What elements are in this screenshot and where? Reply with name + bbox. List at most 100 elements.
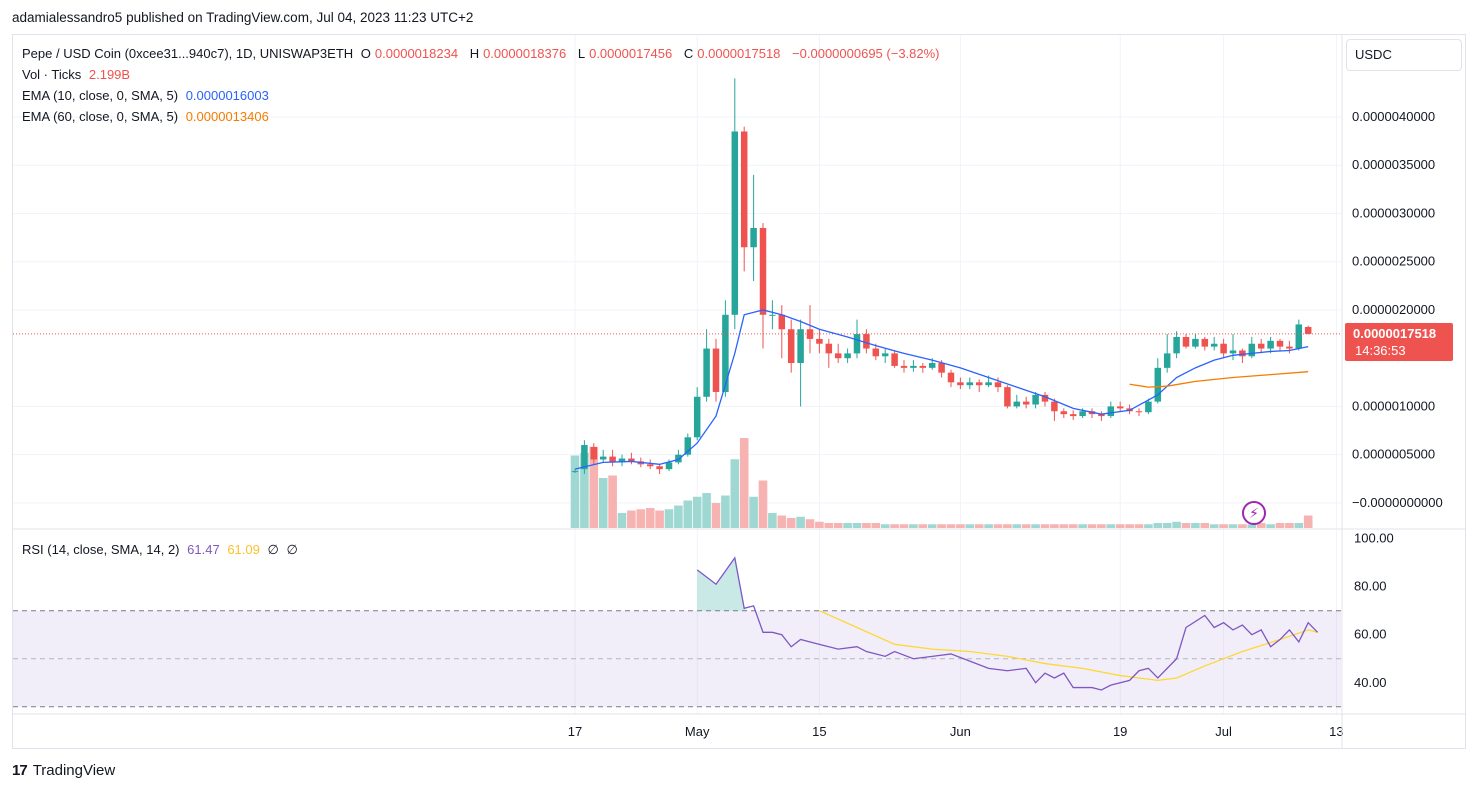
candle[interactable] xyxy=(1201,336,1209,351)
candle[interactable] xyxy=(1220,338,1227,359)
currency-button[interactable]: USDC xyxy=(1346,39,1462,71)
candle[interactable] xyxy=(1022,396,1030,409)
candle[interactable] xyxy=(1004,385,1011,409)
candle[interactable] xyxy=(1182,334,1190,349)
volume-bar xyxy=(598,478,608,528)
volume-bar xyxy=(1097,524,1106,528)
candle[interactable] xyxy=(675,449,682,465)
candle[interactable] xyxy=(957,377,964,390)
volume-bar xyxy=(777,515,787,528)
candle[interactable] xyxy=(1107,401,1115,419)
chart-frame[interactable] xyxy=(12,34,1466,749)
candle[interactable] xyxy=(1295,319,1303,351)
candle[interactable] xyxy=(891,350,898,368)
candle[interactable] xyxy=(844,348,851,364)
candle-body xyxy=(1060,411,1068,415)
candle[interactable] xyxy=(590,443,598,465)
candle[interactable] xyxy=(1257,338,1265,354)
candle-body xyxy=(797,329,804,364)
rsi-extra-1: ∅ xyxy=(267,542,279,557)
candle[interactable] xyxy=(1304,325,1312,335)
candle[interactable] xyxy=(1116,401,1124,412)
candle[interactable] xyxy=(1267,336,1274,354)
candle[interactable] xyxy=(571,469,579,474)
candle[interactable] xyxy=(769,300,776,330)
candle[interactable] xyxy=(778,305,786,359)
lightning-icon[interactable]: ⚡ xyxy=(1242,501,1266,525)
candle[interactable] xyxy=(910,360,917,372)
volume-bar xyxy=(1012,524,1022,528)
date-tick-label: May xyxy=(685,724,710,739)
candle[interactable] xyxy=(853,319,861,359)
candle[interactable] xyxy=(1210,336,1218,351)
candle[interactable] xyxy=(1013,394,1021,409)
candle[interactable] xyxy=(1069,410,1077,420)
candle[interactable] xyxy=(693,387,701,441)
candle[interactable] xyxy=(1051,398,1058,421)
volume-bar xyxy=(758,480,768,528)
candle[interactable] xyxy=(1163,334,1171,373)
candle[interactable] xyxy=(1032,391,1039,409)
candle[interactable] xyxy=(581,440,588,474)
candle[interactable] xyxy=(947,369,955,388)
candle[interactable] xyxy=(1173,331,1180,359)
candle[interactable] xyxy=(656,464,663,474)
candle[interactable] xyxy=(1060,408,1068,419)
candle[interactable] xyxy=(881,348,889,364)
candle[interactable] xyxy=(1192,334,1199,349)
candle[interactable] xyxy=(825,338,833,368)
candle[interactable] xyxy=(1098,411,1105,421)
candle[interactable] xyxy=(787,319,795,373)
candle[interactable] xyxy=(628,452,635,465)
candle[interactable] xyxy=(731,78,739,330)
candle[interactable] xyxy=(816,329,823,354)
volume-bar xyxy=(974,524,984,528)
rsi-tick-label: 40.00 xyxy=(1354,675,1387,690)
candle[interactable] xyxy=(1286,340,1293,354)
candle[interactable] xyxy=(599,449,607,463)
candle[interactable] xyxy=(618,454,626,467)
candle[interactable] xyxy=(740,126,748,272)
candle[interactable] xyxy=(1239,348,1246,364)
candle[interactable] xyxy=(994,377,1002,392)
rsi-background xyxy=(13,557,1341,708)
candle[interactable] xyxy=(1248,336,1256,359)
high-value: 0.0000018376 xyxy=(483,46,567,61)
candle[interactable] xyxy=(712,338,720,402)
candle[interactable] xyxy=(646,459,654,470)
volume-bar xyxy=(796,516,805,528)
candle[interactable] xyxy=(797,319,804,407)
candle[interactable] xyxy=(975,379,983,392)
ema10-value: 0.0000016003 xyxy=(185,88,269,103)
candle[interactable] xyxy=(609,449,616,467)
candle[interactable] xyxy=(834,343,842,364)
candle[interactable] xyxy=(1145,398,1152,415)
candle[interactable] xyxy=(863,329,870,354)
candle[interactable] xyxy=(1135,408,1143,417)
candle[interactable] xyxy=(919,363,927,373)
date-tick-label: 15 xyxy=(812,724,826,739)
candle[interactable] xyxy=(722,300,729,397)
volume-bar xyxy=(617,513,627,528)
candle[interactable] xyxy=(1276,338,1284,351)
candle[interactable] xyxy=(750,174,757,282)
candle-body xyxy=(1210,343,1218,347)
candle[interactable] xyxy=(684,433,692,457)
volume-legend: Vol · Ticks 2.199B xyxy=(22,67,134,82)
candle[interactable] xyxy=(759,223,767,349)
rsi-tick-label: 100.00 xyxy=(1354,531,1394,546)
candle[interactable] xyxy=(806,305,814,354)
candle[interactable] xyxy=(703,329,710,402)
candle[interactable] xyxy=(1041,391,1049,407)
candle[interactable] xyxy=(966,377,974,390)
volume-bar xyxy=(805,519,815,528)
candle[interactable] xyxy=(872,343,880,361)
candle-body xyxy=(628,458,635,462)
candle-body xyxy=(806,329,814,339)
candle[interactable] xyxy=(900,360,908,373)
price-tick-label: −0.0000000000 xyxy=(1352,495,1443,510)
candle[interactable] xyxy=(1154,358,1162,404)
candle-body xyxy=(1257,343,1265,349)
candle-body xyxy=(1163,353,1171,368)
